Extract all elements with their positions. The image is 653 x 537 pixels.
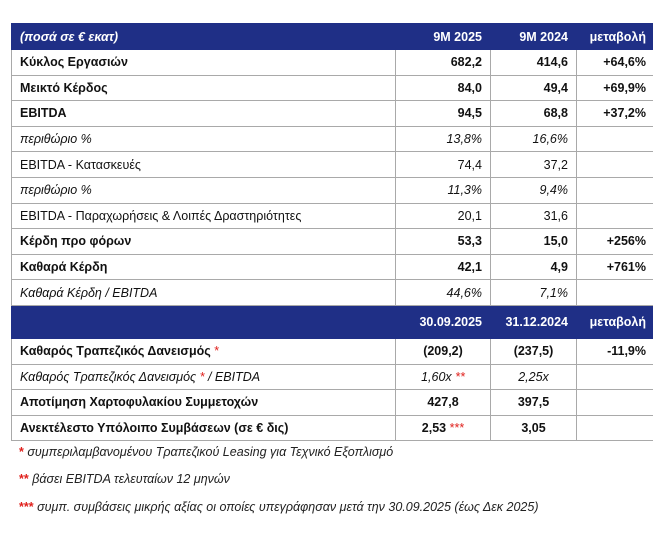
header-change: μεταβολή xyxy=(576,23,653,50)
asterisk-mark: *** xyxy=(449,421,465,436)
row-label: Καθαρά Κέρδη / EBITDA xyxy=(11,279,396,306)
row-value-2025: 11,3% xyxy=(395,176,491,204)
row-change xyxy=(576,125,653,153)
row-value-2024: 7,1% xyxy=(490,279,577,306)
footnote: *** συμπ. συμβάσεις μικρής αξίας οι οποί… xyxy=(19,500,538,514)
row-value-2024: (237,5) xyxy=(490,337,577,365)
footnote-marker: * xyxy=(19,445,24,459)
row-label: EBITDA xyxy=(11,100,396,127)
header-label: (ποσά σε € εκατ) xyxy=(11,23,396,50)
row-value-2025: (209,2) xyxy=(395,337,491,365)
footnote-text: συμπεριλαμβανομένου Τραπεζικού Leasing γ… xyxy=(27,445,394,459)
financial-results-table: (ποσά σε € εκατ) 9M 2025 9M 2024 μεταβολ… xyxy=(11,23,653,442)
row-label: Ανεκτέλεστο Υπόλοιπο Συμβάσεων (σε € δις… xyxy=(11,414,396,442)
row-value-2025: 94,5 xyxy=(395,100,491,127)
row-value-2025: 427,8 xyxy=(395,389,491,416)
row-label: περιθώριο % xyxy=(11,176,396,204)
row-label: Κύκλος Εργασιών xyxy=(11,49,396,76)
footnote-text: βάσει EBITDA τελευταίων 12 μηνών xyxy=(32,472,230,486)
header-date-2024: 31.12.2024 xyxy=(490,304,577,339)
header-label-blank xyxy=(11,304,396,339)
row-value-2024: 68,8 xyxy=(490,100,577,127)
row-label-cell: Καθαρός Τραπεζικός Δανεισμός * xyxy=(11,337,396,365)
table-row: περιθώριο % 11,3% 9,4% xyxy=(11,176,653,204)
row-change xyxy=(576,176,653,204)
table-row: Καθαρά Κέρδη 42,1 4,9 +761% xyxy=(11,253,653,281)
row-label: Μεικτό Κέρδος xyxy=(11,74,396,102)
row-value-2024: 49,4 xyxy=(490,74,577,102)
row-value-2024: 3,05 xyxy=(490,414,577,442)
row-value-2025: 2,53 xyxy=(421,421,447,436)
table-row: Καθαρός Τραπεζικός Δανεισμός * / EBITDA … xyxy=(11,363,653,391)
row-change xyxy=(576,279,653,306)
row-value-2024: 9,4% xyxy=(490,176,577,204)
row-change xyxy=(576,151,653,178)
row-change xyxy=(576,414,653,442)
row-value-2024: 31,6 xyxy=(490,202,577,230)
row-change xyxy=(576,363,653,391)
row-change: +64,6% xyxy=(576,49,653,76)
footnote-marker: ** xyxy=(19,472,29,486)
row-value-2025-cell: 1,60x ** xyxy=(395,363,491,391)
row-label: Αποτίμηση Χαρτοφυλακίου Συμμετοχών xyxy=(11,389,396,416)
footnote-text: συμπ. συμβάσεις μικρής αξίας οι οποίες υ… xyxy=(37,500,539,514)
row-value-2025: 84,0 xyxy=(395,74,491,102)
row-change: +761% xyxy=(576,253,653,281)
row-change: +256% xyxy=(576,228,653,255)
row-label: Καθαρός Τραπεζικός Δανεισμός xyxy=(20,369,197,384)
row-value-2024: 15,0 xyxy=(490,228,577,255)
table-row: Καθαρά Κέρδη / EBITDA 44,6% 7,1% xyxy=(11,279,653,306)
row-value-2024: 2,25x xyxy=(490,363,577,391)
table-header-row-balance: 30.09.2025 31.12.2024 μεταβολή xyxy=(11,304,653,339)
table-row: EBITDA - Παραχωρήσεις & Λοιπές Δραστηριό… xyxy=(11,202,653,230)
header-9m-2025: 9M 2025 xyxy=(395,23,491,50)
table-row: Κέρδη προ φόρων 53,3 15,0 +256% xyxy=(11,228,653,255)
header-9m-2024: 9M 2024 xyxy=(490,23,577,50)
footnote: * συμπεριλαμβανομένου Τραπεζικού Leasing… xyxy=(19,445,393,459)
row-value-2025: 20,1 xyxy=(395,202,491,230)
row-value-2025: 44,6% xyxy=(395,279,491,306)
table-row: Κύκλος Εργασιών 682,2 414,6 +64,6% xyxy=(11,49,653,76)
row-change xyxy=(576,389,653,416)
row-change xyxy=(576,202,653,230)
row-value-2025: 74,4 xyxy=(395,151,491,178)
row-label: EBITDA - Παραχωρήσεις & Λοιπές Δραστηριό… xyxy=(11,202,396,230)
asterisk-mark: ** xyxy=(455,369,465,384)
footnote-marker: *** xyxy=(19,500,34,514)
table-row: EBITDA 94,5 68,8 +37,2% xyxy=(11,100,653,127)
row-label: περιθώριο % xyxy=(11,125,396,153)
table-row: Καθαρός Τραπεζικός Δανεισμός * (209,2) (… xyxy=(11,337,653,365)
row-change: +69,9% xyxy=(576,74,653,102)
row-change: +37,2% xyxy=(576,100,653,127)
row-value-2024: 16,6% xyxy=(490,125,577,153)
asterisk-mark: * xyxy=(199,369,205,384)
row-value-2025-cell: 2,53 *** xyxy=(395,414,491,442)
header-date-2025: 30.09.2025 xyxy=(395,304,491,339)
row-label: Καθαρός Τραπεζικός Δανεισμός xyxy=(20,344,211,359)
table-row: περιθώριο % 13,8% 16,6% xyxy=(11,125,653,153)
table-row: Αποτίμηση Χαρτοφυλακίου Συμμετοχών 427,8… xyxy=(11,389,653,416)
row-value-2024: 414,6 xyxy=(490,49,577,76)
row-value-2024: 37,2 xyxy=(490,151,577,178)
table-header-row: (ποσά σε € εκατ) 9M 2025 9M 2024 μεταβολ… xyxy=(11,23,653,50)
row-value-2025: 53,3 xyxy=(395,228,491,255)
table-row: Μεικτό Κέρδος 84,0 49,4 +69,9% xyxy=(11,74,653,102)
row-value-2025: 1,60x xyxy=(421,369,452,384)
row-label-cell: Καθαρός Τραπεζικός Δανεισμός * / EBITDA xyxy=(11,363,396,391)
row-value-2024: 397,5 xyxy=(490,389,577,416)
row-change: -11,9% xyxy=(576,337,653,365)
asterisk-mark: * xyxy=(214,344,220,359)
row-label: Καθαρά Κέρδη xyxy=(11,253,396,281)
row-value-2025: 682,2 xyxy=(395,49,491,76)
header-change: μεταβολή xyxy=(576,304,653,339)
row-value-2024: 4,9 xyxy=(490,253,577,281)
row-value-2025: 13,8% xyxy=(395,125,491,153)
table-row: Ανεκτέλεστο Υπόλοιπο Συμβάσεων (σε € δις… xyxy=(11,414,653,442)
table-row: EBITDA - Κατασκευές 74,4 37,2 xyxy=(11,151,653,178)
row-label-suffix: / EBITDA xyxy=(207,369,261,384)
row-label: EBITDA - Κατασκευές xyxy=(11,151,396,178)
row-value-2025: 42,1 xyxy=(395,253,491,281)
row-label: Κέρδη προ φόρων xyxy=(11,228,396,255)
footnote: ** βάσει EBITDA τελευταίων 12 μηνών xyxy=(19,472,230,486)
